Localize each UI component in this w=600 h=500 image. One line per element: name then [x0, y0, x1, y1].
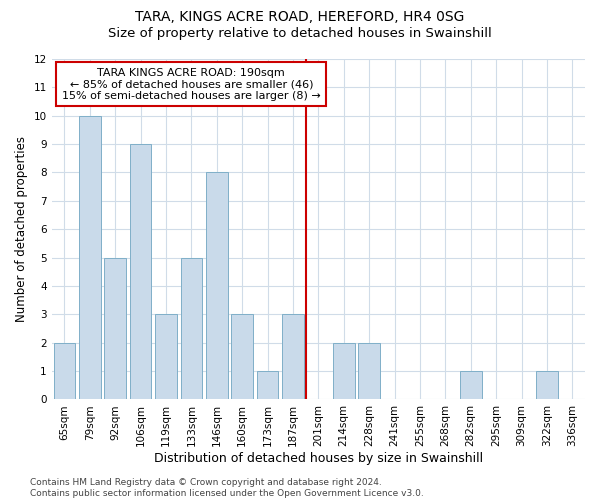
Bar [181, 258, 202, 400]
Bar [206, 172, 227, 400]
Bar [358, 342, 380, 400]
Text: Contains HM Land Registry data © Crown copyright and database right 2024.
Contai: Contains HM Land Registry data © Crown c… [30, 478, 424, 498]
Bar [536, 371, 557, 400]
Text: TARA, KINGS ACRE ROAD, HEREFORD, HR4 0SG: TARA, KINGS ACRE ROAD, HEREFORD, HR4 0SG [136, 10, 464, 24]
Bar [333, 342, 355, 400]
Bar [53, 342, 75, 400]
Y-axis label: Number of detached properties: Number of detached properties [15, 136, 28, 322]
Bar [232, 314, 253, 400]
Bar [155, 314, 177, 400]
Text: Size of property relative to detached houses in Swainshill: Size of property relative to detached ho… [108, 28, 492, 40]
Text: TARA KINGS ACRE ROAD: 190sqm
← 85% of detached houses are smaller (46)
15% of se: TARA KINGS ACRE ROAD: 190sqm ← 85% of de… [62, 68, 321, 100]
Bar [104, 258, 126, 400]
Bar [282, 314, 304, 400]
Bar [130, 144, 151, 400]
Bar [79, 116, 101, 400]
Bar [460, 371, 482, 400]
X-axis label: Distribution of detached houses by size in Swainshill: Distribution of detached houses by size … [154, 452, 483, 465]
Bar [257, 371, 278, 400]
